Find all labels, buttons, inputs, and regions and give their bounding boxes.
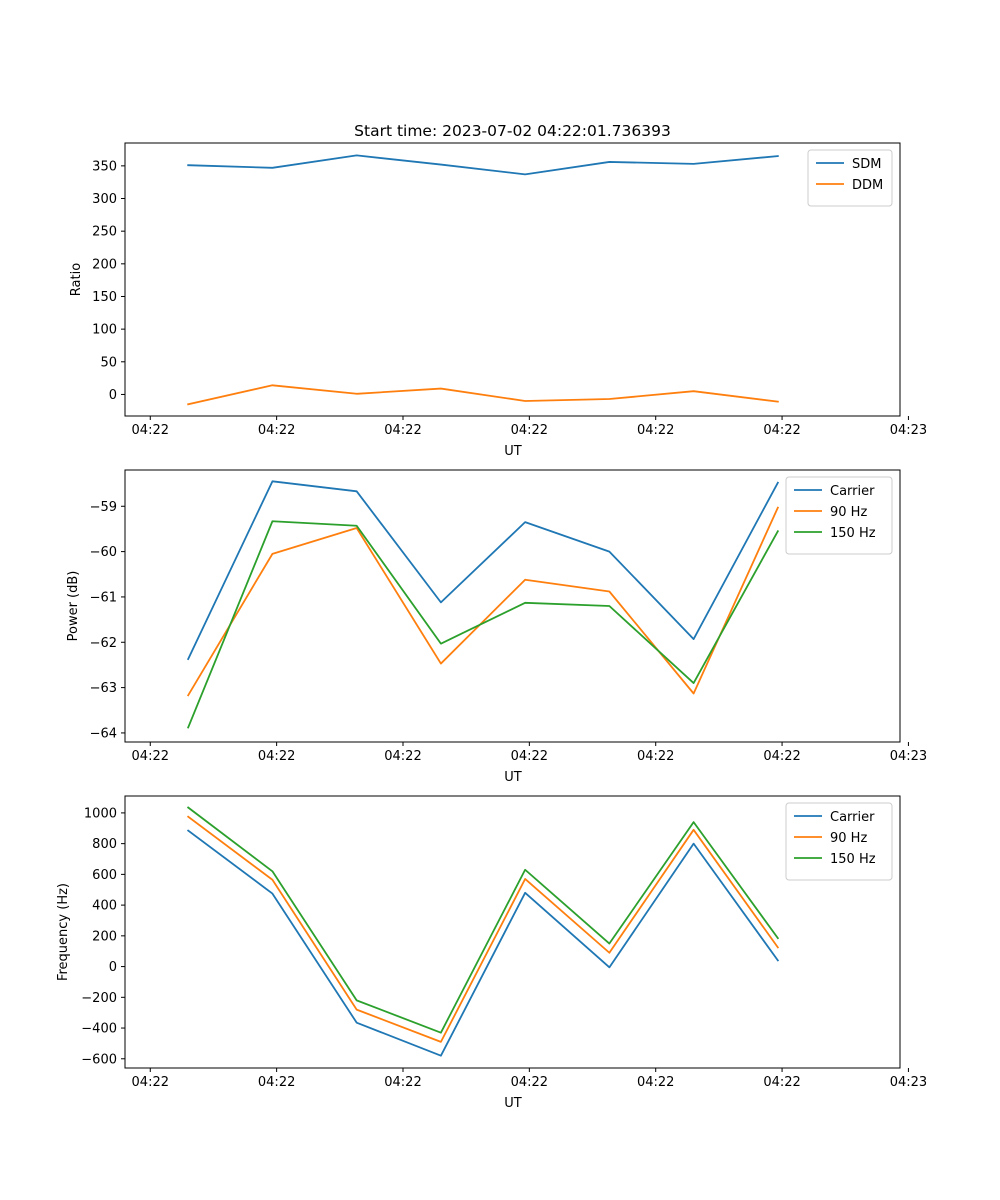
- x-tick-label: 04:22: [511, 1075, 548, 1090]
- legend-box: [807, 149, 893, 207]
- x-tick-label: 04:22: [132, 1075, 169, 1090]
- x-tick-label: 04:22: [511, 423, 548, 438]
- series-line-90-hz: [186, 815, 780, 1043]
- x-axis-label: UT: [504, 1096, 522, 1111]
- y-tick-label: 200: [92, 929, 117, 944]
- y-tick-label: −200: [81, 991, 117, 1006]
- y-tick-label: 600: [92, 868, 117, 883]
- x-tick-label: 04:23: [890, 1075, 927, 1090]
- x-tick-label: 04:22: [763, 1075, 800, 1090]
- legend-label: 90 Hz: [830, 831, 867, 846]
- legend-label: 90 Hz: [830, 505, 867, 520]
- x-tick-label: 04:22: [258, 423, 295, 438]
- y-tick-label: −61: [90, 590, 117, 605]
- legend-box: [785, 476, 893, 555]
- legend-label: 150 Hz: [830, 526, 876, 541]
- series-line-ddm: [187, 384, 779, 406]
- x-tick-label: 04:22: [763, 749, 800, 764]
- y-tick-label: 400: [92, 899, 117, 914]
- series-line-150-hz: [187, 520, 780, 729]
- axes-frame: [124, 142, 901, 417]
- x-tick-label: 04:22: [763, 423, 800, 438]
- y-tick-label: 0: [109, 388, 117, 403]
- legend-label: Carrier: [830, 810, 875, 825]
- x-tick-label: 04:22: [637, 423, 674, 438]
- axes-frame: [124, 795, 901, 1069]
- y-tick-label: 50: [100, 355, 117, 370]
- y-axis-label: Ratio: [69, 263, 84, 296]
- x-tick-label: 04:22: [637, 1075, 674, 1090]
- x-tick-label: 04:22: [132, 423, 169, 438]
- x-tick-label: 04:22: [511, 749, 548, 764]
- x-tick-label: 04:22: [637, 749, 674, 764]
- axes-frame: [124, 469, 901, 743]
- y-tick-label: 800: [92, 837, 117, 852]
- series-line-90-hz: [186, 506, 780, 697]
- y-tick-label: 100: [92, 323, 117, 338]
- legend: SDM DDM: [807, 149, 893, 207]
- x-tick-label: 04:23: [890, 423, 927, 438]
- series-line-sdm: [187, 154, 779, 176]
- y-tick-label: 350: [92, 159, 117, 174]
- legend-label: 150 Hz: [830, 852, 876, 867]
- x-tick-label: 04:22: [258, 749, 295, 764]
- x-axis-label: UT: [504, 444, 522, 459]
- series-line-carrier: [186, 829, 780, 1057]
- y-tick-label: 0: [109, 960, 117, 975]
- y-tick-label: 150: [92, 290, 117, 305]
- legend-label: DDM: [852, 178, 883, 193]
- x-tick-label: 04:22: [258, 1075, 295, 1090]
- y-tick-label: 200: [92, 257, 117, 272]
- x-tick-label: 04:23: [890, 749, 927, 764]
- y-tick-label: −64: [90, 726, 117, 741]
- x-tick-label: 04:22: [132, 749, 169, 764]
- y-tick-label: 1000: [84, 806, 117, 821]
- y-tick-label: −600: [81, 1052, 117, 1067]
- y-tick-label: −62: [90, 636, 117, 651]
- x-tick-label: 04:22: [384, 423, 421, 438]
- y-tick-label: −60: [90, 545, 117, 560]
- y-axis-label: Power (dB): [66, 571, 81, 642]
- x-axis-label: UT: [504, 770, 522, 785]
- y-tick-label: −59: [90, 500, 117, 515]
- legend: Carrier 90 Hz 150 Hz: [785, 476, 893, 555]
- series-line-carrier: [186, 480, 780, 661]
- legend-label: Carrier: [830, 484, 875, 499]
- legend: Carrier 90 Hz 150 Hz: [785, 802, 893, 881]
- frequency-panel: 04:22 04:22 04:22 04:22 04:22 04:22 04:23 −600 −…: [56, 795, 927, 1111]
- power-panel: 04:22 04:22 04:22 04:22 04:22 04:22 04:23 −64 −6…: [66, 469, 927, 785]
- y-tick-label: −63: [90, 681, 117, 696]
- y-axis-label: Frequency (Hz): [56, 883, 71, 981]
- series-line-150-hz: [186, 806, 780, 1034]
- chart-title: Start time: 2023-07-02 04:22:01.736393: [354, 122, 671, 140]
- x-tick-label: 04:22: [384, 1075, 421, 1090]
- x-tick-label: 04:22: [384, 749, 421, 764]
- y-tick-label: −400: [81, 1022, 117, 1037]
- legend-box: [785, 802, 893, 881]
- y-tick-label: 300: [92, 192, 117, 207]
- ratio-panel: 04:22 04:22 04:22 04:22 04:22 04:22 04:23 0 50 10…: [69, 122, 927, 459]
- y-tick-label: 250: [92, 225, 117, 240]
- legend-label: SDM: [852, 157, 881, 172]
